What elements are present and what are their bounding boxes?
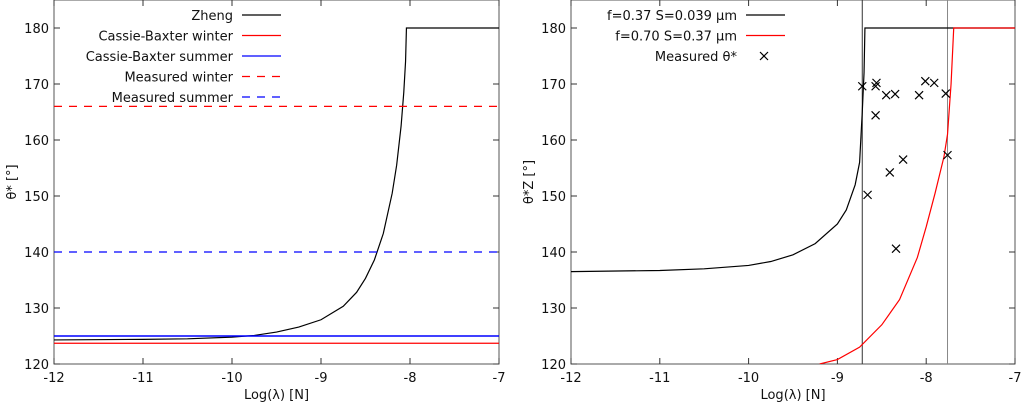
- x-axis-label: Log(λ) [N]: [760, 388, 825, 403]
- y-tick-label: 140: [24, 246, 49, 261]
- legend-label: f=0.70 S=0.37 μm: [615, 30, 737, 45]
- x-tick-label: -12: [560, 371, 581, 386]
- data-point: [914, 90, 924, 100]
- y-tick-label: 130: [541, 302, 566, 317]
- legend-label: f=0.37 S=0.039 μm: [607, 9, 737, 24]
- y-tick-label: 180: [541, 22, 566, 37]
- x-tick-label: -7: [493, 371, 506, 386]
- legend-label: Cassie-Baxter winter: [98, 30, 233, 45]
- data-point: [885, 168, 895, 177]
- y-tick-label: 120: [24, 358, 49, 373]
- legend-label: Cassie-Baxter summer: [86, 50, 234, 65]
- plot-frame: [570, 0, 1016, 365]
- y-tick-label: 150: [24, 190, 49, 205]
- x-tick-label: -11: [132, 371, 153, 386]
- data-point: [863, 190, 873, 200]
- x-tick-label: -7: [1009, 371, 1022, 386]
- x-tick-label: -9: [831, 371, 844, 386]
- x-tick-label: -11: [649, 371, 670, 386]
- series-line: [54, 27, 499, 341]
- y-tick-label: 170: [541, 78, 566, 93]
- y-tick-label: 170: [24, 78, 49, 93]
- x-tick-label: -10: [221, 371, 242, 386]
- y-tick-label: 150: [541, 190, 566, 205]
- data-point: [871, 81, 881, 91]
- data-point: [943, 150, 952, 160]
- plot-panel-1: -12 -11 -10 -9 -8 -7 120 130 140 150 160 170 180 Log(…: [5, 0, 505, 403]
- data-point: [929, 78, 939, 88]
- y-tick-label: 180: [24, 22, 49, 37]
- x-tick-label: -9: [315, 371, 328, 386]
- data-point: [857, 81, 867, 91]
- x-tick-label: -12: [43, 371, 64, 386]
- y-tick-label: 160: [24, 134, 49, 149]
- x-tick-label: -8: [920, 371, 933, 386]
- y-axis-label: θ*Z [°]: [522, 160, 537, 204]
- data-point: [941, 89, 951, 98]
- legend-label: Measured summer: [112, 91, 234, 106]
- x-tick-label: -8: [404, 371, 417, 386]
- plot-frame: [53, 0, 500, 365]
- y-tick-label: 140: [541, 246, 566, 261]
- y-tick-label: 160: [541, 134, 566, 149]
- data-point: [881, 90, 891, 100]
- series-line: [819, 27, 1015, 364]
- y-axis-label: θ* [°]: [5, 164, 20, 199]
- legend-label: Zheng: [191, 9, 233, 24]
- legend-label: Measured winter: [124, 71, 233, 86]
- series-line: [571, 27, 1015, 273]
- data-point: [871, 110, 881, 120]
- legend-label: Measured θ*: [655, 50, 738, 65]
- x-tick-label: -10: [738, 371, 759, 386]
- y-tick-label: 130: [24, 302, 49, 317]
- data-point: [891, 244, 901, 254]
- data-point: [872, 78, 881, 88]
- plot-panel-2: -12 -11 -10 -9 -8 -7 120 130 140 150 160 170 180 Log(…: [522, 0, 1021, 403]
- data-point: [890, 89, 900, 99]
- y-tick-label: 120: [541, 358, 566, 373]
- legend-marker: [759, 51, 769, 61]
- data-point: [898, 155, 908, 165]
- data-point: [920, 76, 930, 86]
- x-axis-label: Log(λ) [N]: [244, 388, 309, 403]
